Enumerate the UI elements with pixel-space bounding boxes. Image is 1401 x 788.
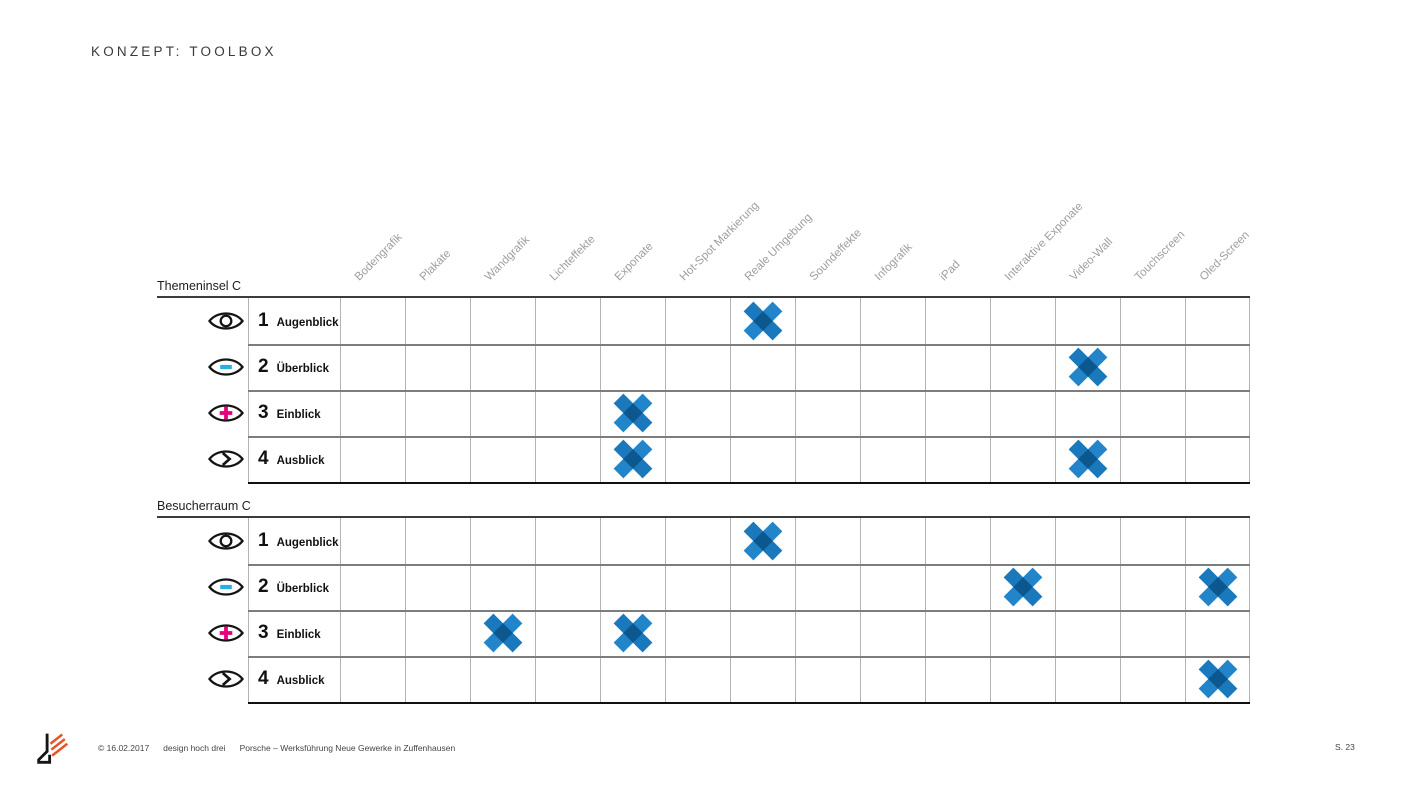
- row-label: Überblick: [276, 363, 329, 375]
- x-mark-icon: [742, 520, 784, 562]
- row-label: Augenblick: [276, 537, 339, 549]
- row-number: 2: [258, 356, 269, 377]
- row-label: Einblick: [276, 629, 321, 641]
- grid-hline: [248, 610, 1250, 612]
- x-mark-icon: [612, 612, 654, 654]
- row-number: 4: [258, 448, 269, 469]
- row-label: Einblick: [276, 409, 321, 421]
- x-mark-icon: [742, 300, 784, 342]
- row-number: 3: [258, 622, 269, 643]
- column-header-label: Reale Umgebung: [742, 211, 815, 284]
- row-number: 4: [258, 668, 269, 689]
- x-mark-icon: [1002, 566, 1044, 608]
- eye-plus-icon: [207, 400, 245, 426]
- page-number: S. 23: [1335, 742, 1355, 752]
- x-mark-icon: [1067, 438, 1109, 480]
- footer-studio: design hoch drei: [163, 743, 226, 753]
- row-number: 2: [258, 576, 269, 597]
- row-label: Ausblick: [276, 675, 325, 687]
- x-mark-icon: [612, 392, 654, 434]
- x-mark-icon: [612, 438, 654, 480]
- section-rule: [157, 296, 1250, 298]
- row-label-cell: 4 Ausblick: [248, 656, 340, 702]
- row-number: 1: [258, 310, 269, 331]
- matrix-table: 1 Augenblick 2 Überblick 3 Einblick 4 Ausblick: [208, 518, 1250, 704]
- row-label-cell: 2 Überblick: [248, 564, 340, 610]
- x-mark-icon: [482, 612, 524, 654]
- row-label-cell: 3 Einblick: [248, 390, 340, 436]
- grid-hline: [248, 564, 1250, 566]
- grid-hline: [248, 344, 1250, 346]
- column-header-label: Touchscreen: [1132, 228, 1188, 284]
- column-header-label: Exponate: [612, 240, 656, 284]
- section-rule: [157, 516, 1250, 518]
- column-header-label: Oled-Screen: [1197, 229, 1252, 284]
- eye-open-icon: [207, 308, 245, 334]
- section-title: Themeninsel C: [157, 279, 242, 293]
- section-title: Besucherraum C: [157, 499, 251, 513]
- row-label: Ausblick: [276, 455, 325, 467]
- grid-hline: [248, 656, 1250, 658]
- row-label-cell: 2 Überblick: [248, 344, 340, 390]
- matrix-table: 1 Augenblick 2 Überblick 3 Einblick 4 Ausblick: [208, 298, 1250, 484]
- column-header-label: Bodengrafik: [352, 231, 405, 284]
- eye-plus-icon: [207, 620, 245, 646]
- row-label-cell: 1 Augenblick: [248, 518, 340, 564]
- column-header-label: Wandgrafik: [482, 233, 533, 284]
- page-title: KONZEPT: TOOLBOX: [91, 44, 277, 59]
- column-header-label: Plakate: [417, 247, 454, 284]
- column-header-label: Soundeffekte: [807, 227, 865, 284]
- row-label: Augenblick: [276, 317, 339, 329]
- column-header-label: iPad: [937, 258, 963, 284]
- grid-hline: [248, 390, 1250, 392]
- footer: © 16.02.2017 design hoch drei Porsche – …: [36, 729, 469, 767]
- column-header-label: Infografik: [872, 241, 915, 284]
- x-mark-icon: [1067, 346, 1109, 388]
- row-label: Überblick: [276, 583, 329, 595]
- eye-arrow-icon: [207, 446, 245, 472]
- x-mark-icon: [1197, 658, 1239, 700]
- x-mark-icon: [1197, 566, 1239, 608]
- row-number: 3: [258, 402, 269, 423]
- row-number: 1: [258, 530, 269, 551]
- footer-project: Porsche – Werksführung Neue Gewerke in Z…: [239, 743, 456, 753]
- design-hoch-drei-logo-icon: [36, 732, 70, 764]
- column-header-label: Video-Wall: [1067, 235, 1116, 284]
- row-label-cell: 1 Augenblick: [248, 298, 340, 344]
- row-label-cell: 4 Ausblick: [248, 436, 340, 482]
- row-label-cell: 3 Einblick: [248, 610, 340, 656]
- column-header-label: Lichteffekte: [547, 233, 598, 284]
- eye-open-icon: [207, 528, 245, 554]
- grid-hline: [248, 436, 1250, 438]
- footer-copyright: © 16.02.2017: [98, 743, 150, 753]
- eye-minus-icon: [207, 354, 245, 380]
- eye-arrow-icon: [207, 666, 245, 692]
- eye-minus-icon: [207, 574, 245, 600]
